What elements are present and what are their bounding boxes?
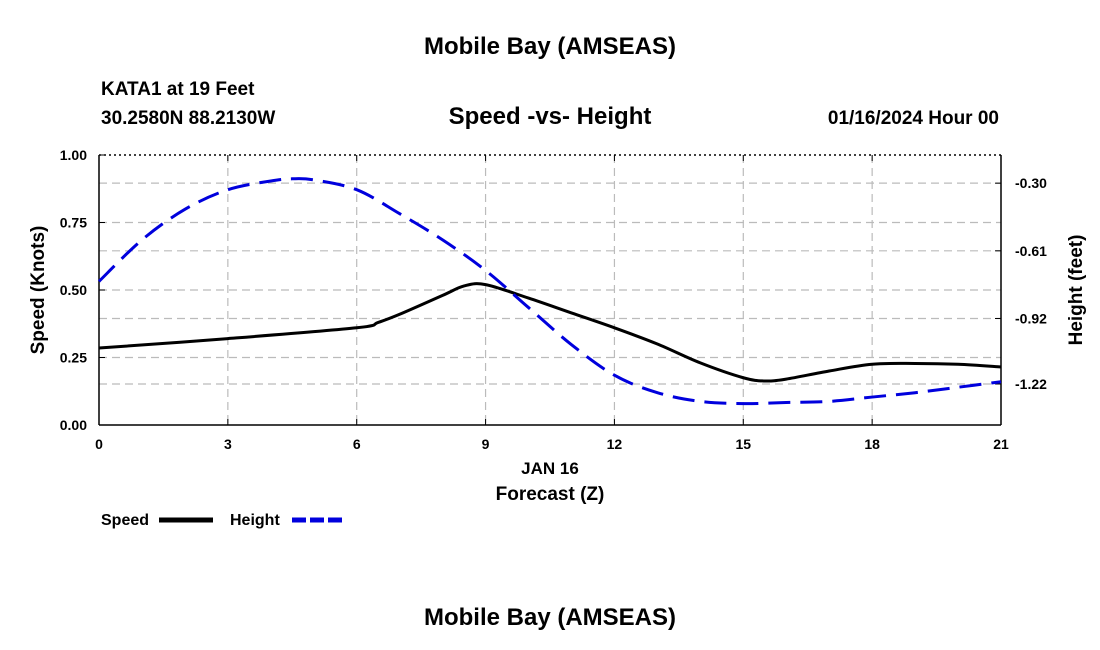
legend: Speed Height bbox=[101, 512, 344, 529]
chart-title: Mobile Bay (AMSEAS) bbox=[424, 33, 676, 60]
y2-tick-label: -0.92 bbox=[1015, 310, 1047, 326]
y-tick-label: 0.50 bbox=[60, 282, 87, 298]
legend-label-speed: Speed bbox=[101, 512, 149, 529]
x-axis-label: Forecast (Z) bbox=[496, 484, 605, 505]
y2-tick-label: -0.61 bbox=[1015, 243, 1047, 259]
y-tick-label: 1.00 bbox=[60, 147, 87, 163]
axes: 0 3 6 9 12 15 18 21 0.00 0.25 0.50 0.75 1.00 -0.30 -0.… bbox=[60, 147, 1047, 452]
y-axis-label: Speed (Knots) bbox=[28, 226, 49, 355]
series-lines bbox=[97, 177, 1002, 406]
datetime-label: 01/16/2024 Hour 00 bbox=[828, 108, 999, 129]
x-tick-label: 3 bbox=[224, 436, 232, 452]
y-tick-label: 0.75 bbox=[60, 215, 87, 231]
legend-label-height: Height bbox=[230, 512, 280, 529]
x-tick-label: 15 bbox=[735, 436, 751, 452]
grid bbox=[99, 155, 1001, 425]
x-tick-label: 12 bbox=[607, 436, 623, 452]
x-tick-label: 9 bbox=[482, 436, 490, 452]
x-tick-label: 18 bbox=[864, 436, 880, 452]
x-tick-label: 0 bbox=[95, 436, 103, 452]
y-tick-label: 0.25 bbox=[60, 350, 87, 366]
station-label: KATA1 at 19 Feet bbox=[101, 79, 255, 100]
y2-tick-label: -1.22 bbox=[1015, 376, 1047, 392]
x-tick-label: 6 bbox=[353, 436, 361, 452]
y2-axis-label: Height (feet) bbox=[1066, 235, 1087, 346]
location-label: 30.2580N 88.2130W bbox=[101, 108, 275, 129]
series-line-speed bbox=[98, 282, 1002, 383]
x-date-label: JAN 16 bbox=[521, 459, 579, 478]
chart-subtitle: Speed -vs- Height bbox=[449, 103, 652, 130]
x-tick-label: 21 bbox=[993, 436, 1009, 452]
y2-tick-label: -0.30 bbox=[1015, 175, 1047, 191]
series-line-height bbox=[97, 177, 1002, 406]
footer-title: Mobile Bay (AMSEAS) bbox=[424, 604, 676, 631]
y-tick-label: 0.00 bbox=[60, 417, 87, 433]
